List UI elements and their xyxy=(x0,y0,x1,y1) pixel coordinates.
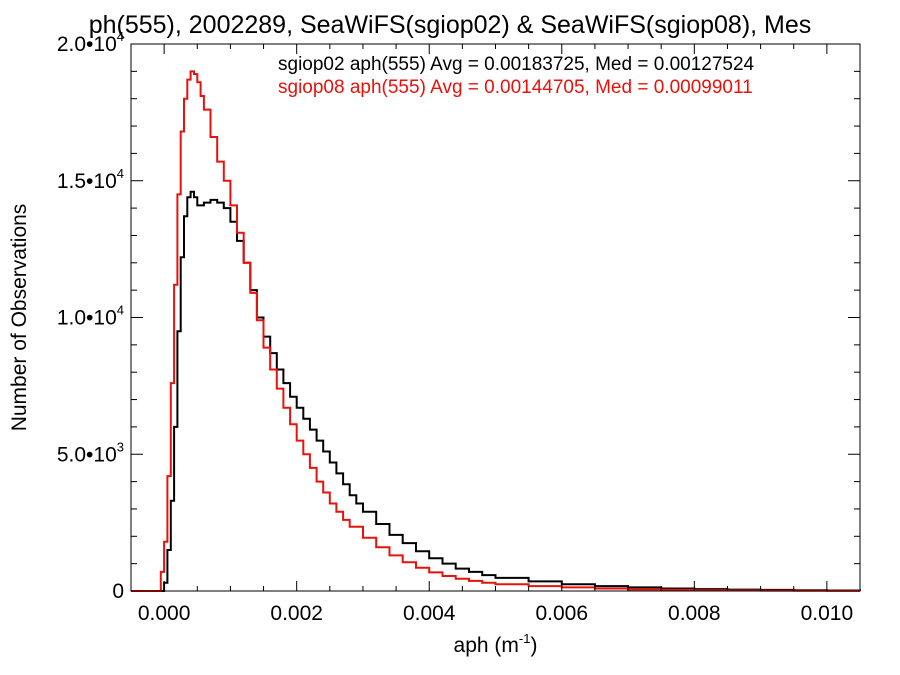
x-axis-label: aph (m-1) xyxy=(454,631,538,657)
stats-line-1: sgiop02 aph(555) Avg = 0.00183725, Med =… xyxy=(278,54,755,75)
y-axis-label: Number of Observations xyxy=(8,204,31,432)
plot-frame xyxy=(130,43,861,592)
chart-title: ph(555), 2002289, SeaWiFS(sgiop02) & Sea… xyxy=(89,11,812,39)
y-tick-label: 1.0•104 xyxy=(57,303,124,330)
y-tick-label: 5.0•103 xyxy=(57,439,124,466)
y-tick-label: 2.0•104 xyxy=(57,29,124,56)
x-tick-label: 0.004 xyxy=(403,602,456,625)
x-tick-label: 0.006 xyxy=(535,602,588,625)
x-tick-label: 0.010 xyxy=(801,602,854,625)
plot-area: 0.000 0.002 0.004 0.006 0.008 0.010 0 5.0•103 1.… xyxy=(57,29,861,625)
series-sgiop08 xyxy=(131,70,860,592)
axis-ticks: 0.000 0.002 0.004 0.006 0.008 0.010 0 5.0•103 1.… xyxy=(57,29,861,625)
y-tick-label: 0 xyxy=(112,580,124,603)
x-axis-label-exponent: -1 xyxy=(519,631,531,646)
x-axis-label-close: ) xyxy=(530,634,537,657)
stats-annotations: sgiop02 aph(555) Avg = 0.00183725, Med =… xyxy=(278,54,755,98)
stats-line-2: sgiop08 aph(555) Avg = 0.00144705, Med =… xyxy=(278,77,753,98)
x-axis-label-base: aph (m xyxy=(454,634,519,657)
x-tick-label: 0.008 xyxy=(668,602,721,625)
series-layer xyxy=(131,70,861,592)
x-tick-label: 0.002 xyxy=(270,602,323,625)
x-tick-label: 0.000 xyxy=(138,602,191,625)
series-sgiop02 xyxy=(131,190,861,592)
y-tick-label: 1.5•104 xyxy=(57,166,124,193)
